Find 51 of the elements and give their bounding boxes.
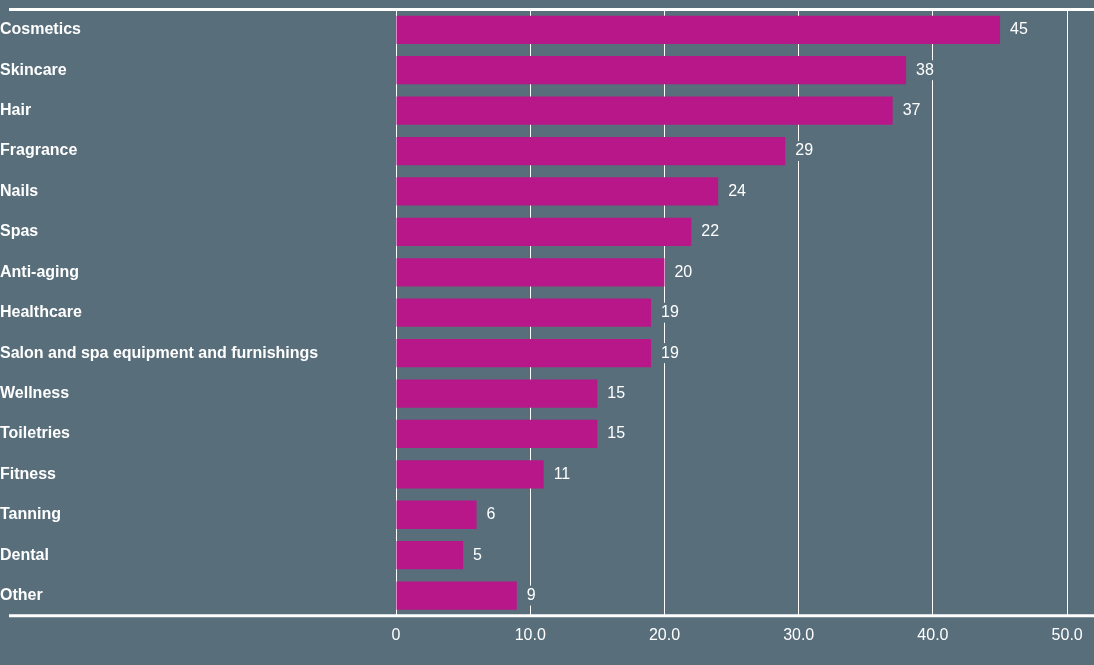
y-tick-label: Nails [0,181,39,199]
bar [396,56,907,85]
bar [396,298,652,327]
bar [396,136,786,166]
bar [396,581,517,610]
x-tick-label: 40.0 [917,625,949,643]
y-tick-label: Anti-aging [0,262,80,280]
data-label: 11 [553,464,571,482]
y-tick-label: Other [0,586,43,603]
y-tick-label: Fragrance [0,141,78,159]
data-label: 37 [902,101,921,119]
bar [396,338,652,368]
y-tick-label: Wellness [0,383,70,401]
y-tick-label: Tanning [0,505,62,523]
data-label: 19 [661,303,679,321]
x-tick-label: 10.0 [514,625,546,643]
data-label: 9 [526,586,536,603]
bar [396,258,665,287]
data-label: 6 [486,505,496,523]
data-label: 45 [1010,20,1028,38]
x-tick-label: 20.0 [648,625,681,643]
y-tick-label: Hair [0,101,32,119]
x-tick-label: 50.0 [1051,625,1083,643]
bar [396,460,544,489]
bar [396,500,477,529]
y-tick-label: Healthcare [0,303,82,321]
x-tick-label: 0 [391,625,401,643]
data-label: 24 [728,181,747,199]
y-tick-label: Salon and spa equipment and furnishings [0,343,319,361]
bar [396,379,598,408]
x-tick-label: 30.0 [783,625,815,643]
y-tick-label: Dental [0,545,49,563]
bar [396,177,719,206]
bar [396,419,598,449]
data-label: 5 [473,545,483,563]
data-label: 22 [701,222,720,240]
y-tick-label: Toiletries [0,424,71,442]
y-tick-label: Cosmetics [0,20,82,38]
y-tick-label: Spas [0,222,39,240]
data-label: 20 [674,262,693,280]
bar [396,96,893,125]
bar [396,15,1001,44]
data-label: 38 [916,60,934,78]
y-tick-label: Skincare [0,60,67,78]
data-label: 15 [607,424,626,442]
data-label: 15 [607,383,626,401]
bar [396,541,464,570]
bar [396,217,692,247]
data-label: 19 [661,343,679,361]
data-label: 29 [795,141,814,159]
y-tick-label: Fitness [0,464,57,482]
